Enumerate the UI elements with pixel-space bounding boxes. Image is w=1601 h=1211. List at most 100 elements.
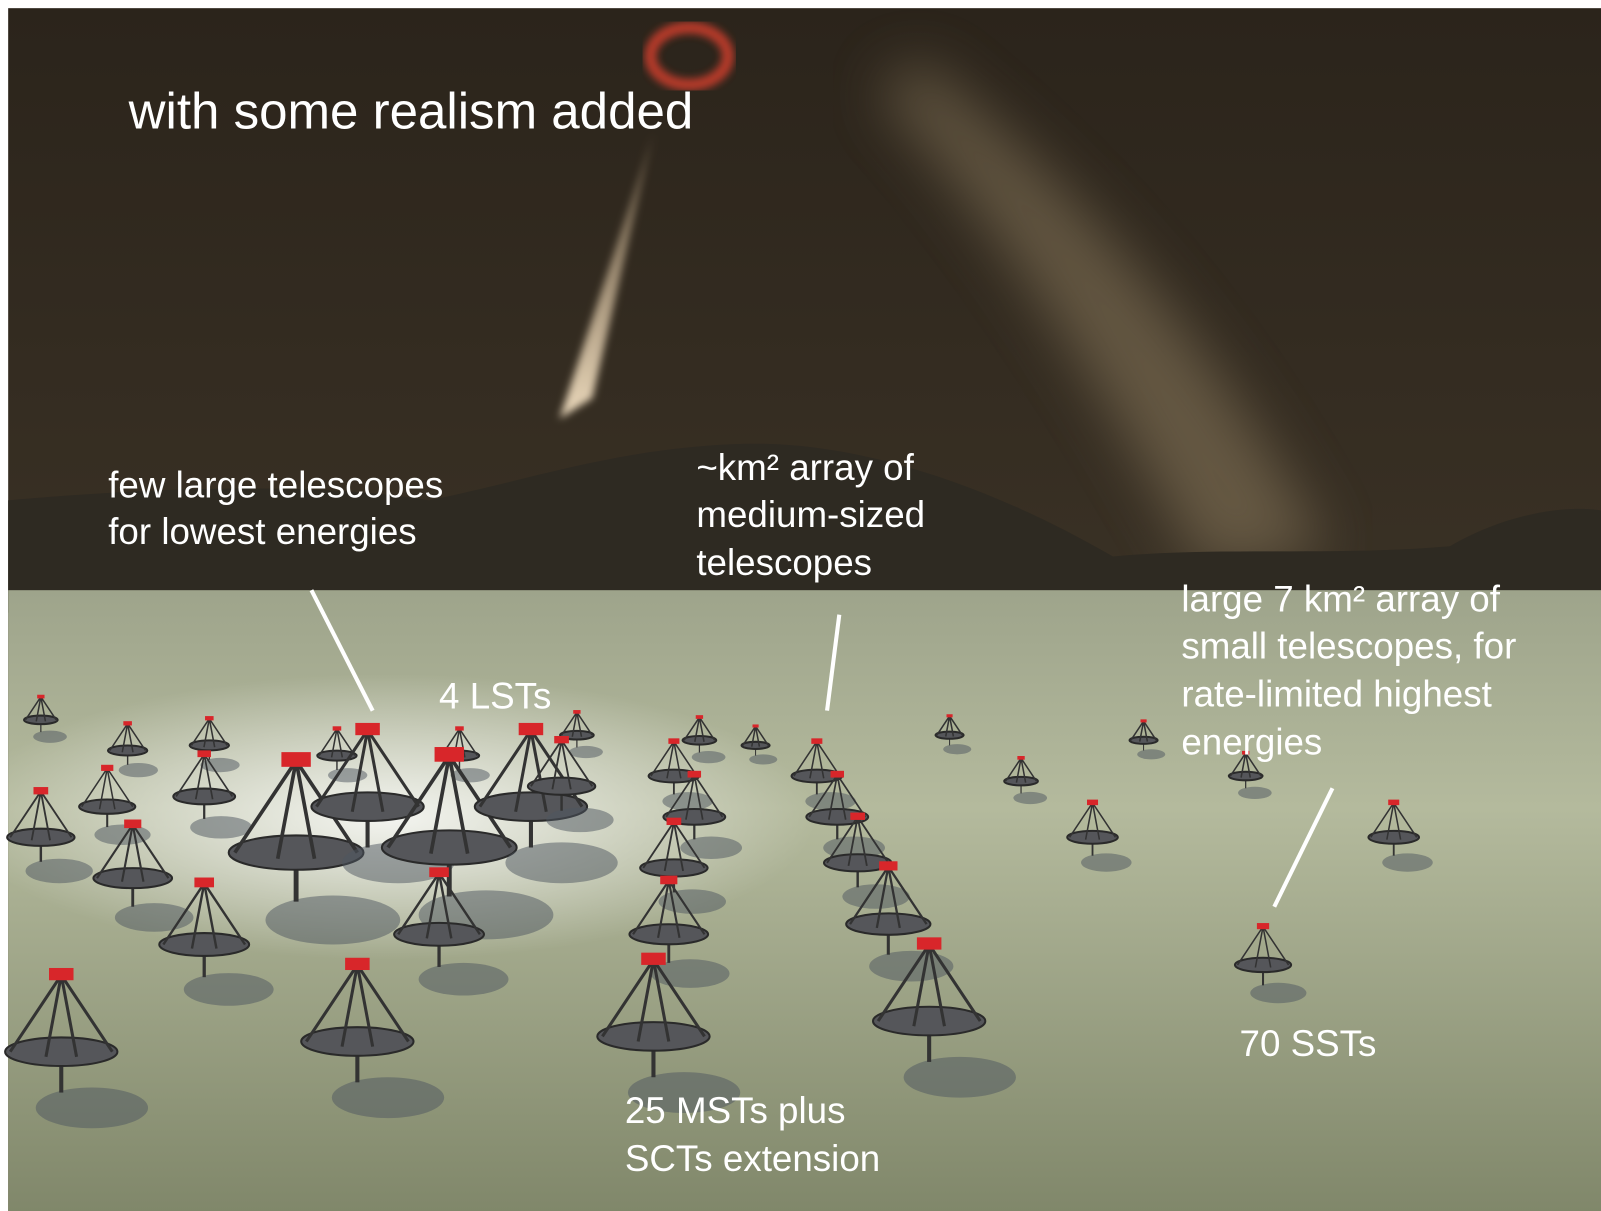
camera (455, 726, 464, 731)
camera (429, 867, 449, 878)
camera (332, 726, 342, 731)
annotation: for lowest energies (108, 511, 416, 552)
annotation: few large telescopes (108, 464, 443, 505)
dish (1367, 829, 1421, 845)
camera (37, 694, 45, 699)
dish (393, 921, 485, 947)
shadow (546, 807, 614, 833)
shadow (680, 836, 743, 859)
camera (1017, 756, 1025, 760)
shadow (658, 889, 726, 914)
shadow (943, 744, 972, 755)
shadow (1238, 786, 1272, 799)
camera (850, 812, 866, 820)
dish (1066, 829, 1119, 845)
dish (78, 798, 137, 815)
count-label: 4 LSTs (439, 676, 551, 717)
shadow (35, 1087, 149, 1129)
camera (197, 750, 211, 758)
camera (1140, 719, 1147, 723)
camera (281, 752, 311, 767)
camera (752, 724, 759, 728)
dish (106, 744, 149, 757)
camera (101, 764, 114, 771)
dish (526, 776, 597, 796)
dish (845, 912, 932, 936)
count-label: 25 MSTs plus (625, 1090, 846, 1131)
dish (934, 730, 965, 740)
shadow (869, 950, 954, 982)
camera (573, 710, 581, 714)
camera (811, 738, 823, 744)
annotation: telescopes (696, 542, 872, 583)
pointer-line (309, 589, 375, 712)
shadow (749, 754, 778, 765)
camera (879, 861, 898, 871)
dish (1227, 770, 1264, 782)
annotation: rate-limited highest (1181, 674, 1491, 715)
shadow (691, 751, 726, 764)
camera (355, 722, 380, 736)
camera (1087, 799, 1099, 806)
shadow (33, 730, 67, 743)
shadow (823, 836, 885, 859)
shadow (1382, 853, 1433, 872)
dish (316, 749, 358, 762)
shadow (1013, 791, 1048, 805)
shadow (331, 1077, 445, 1119)
dish (380, 829, 518, 866)
dish (596, 1021, 711, 1052)
telescopes (4, 694, 1433, 1129)
shadow (842, 884, 910, 909)
camera (434, 747, 464, 762)
shadow (1137, 749, 1166, 760)
annotation: medium-sized (696, 494, 925, 535)
shadow (650, 959, 730, 988)
shadow (1250, 982, 1307, 1004)
camera (946, 714, 953, 718)
camera (194, 877, 215, 888)
camera (687, 770, 702, 778)
camera (518, 722, 544, 736)
annotation: energies (1181, 722, 1322, 763)
count-label: SCTs extension (625, 1138, 880, 1179)
pointer-line (1272, 787, 1335, 908)
dish (158, 932, 251, 957)
camera (668, 738, 680, 744)
camera (124, 819, 142, 829)
camera (345, 957, 370, 971)
annotation: large 7 km² array of (1181, 579, 1500, 620)
shadow (25, 858, 93, 884)
camera (660, 875, 678, 885)
shadow (190, 816, 252, 839)
count-label: 70 SSTs (1240, 1023, 1377, 1064)
camera (554, 735, 569, 744)
dish (4, 1036, 119, 1068)
camera (830, 770, 844, 778)
shadow (505, 842, 618, 884)
shadow (114, 903, 194, 932)
camera (666, 817, 682, 826)
dish (740, 740, 771, 750)
camera (33, 787, 49, 795)
shadow (450, 768, 490, 783)
camera (641, 952, 666, 965)
dish (172, 787, 237, 806)
shadow (418, 962, 509, 996)
camera (49, 967, 74, 981)
dish (6, 827, 76, 847)
dish (681, 734, 718, 746)
dish (300, 1026, 415, 1057)
shadow (118, 763, 159, 778)
milky-way (878, 61, 1328, 572)
dish (188, 739, 230, 752)
camera (1242, 750, 1250, 755)
meteor-head (644, 21, 735, 91)
camera (916, 937, 942, 950)
dish (871, 1005, 987, 1037)
camera (205, 716, 214, 721)
dish (310, 791, 425, 822)
shadow (1081, 853, 1132, 872)
dish (639, 858, 709, 878)
mountains (8, 443, 1601, 613)
